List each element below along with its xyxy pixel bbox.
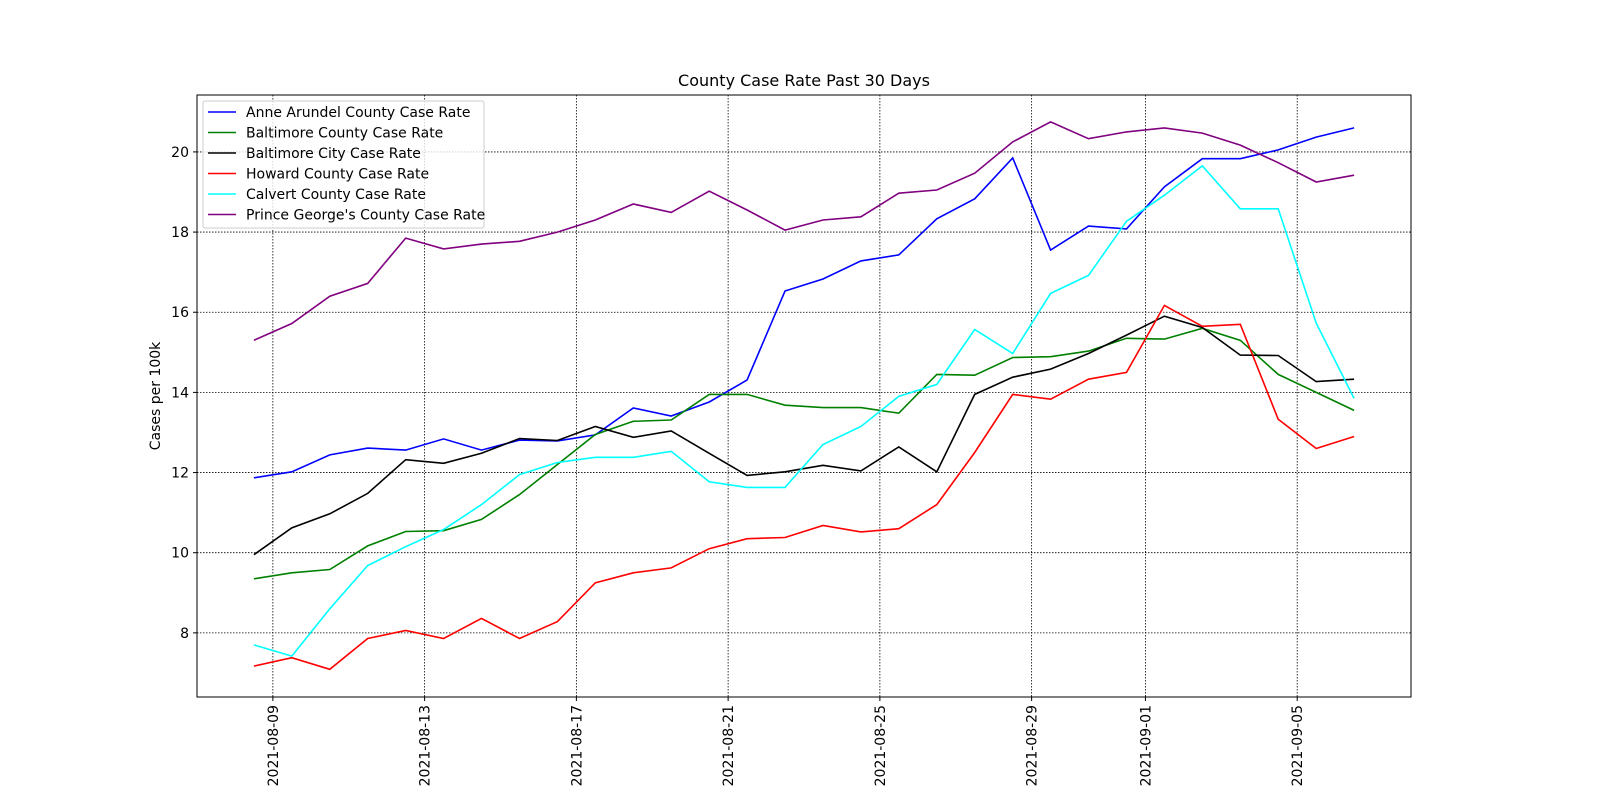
plot-frame: [196, 94, 1412, 698]
y-tick-label: 8: [180, 626, 189, 642]
legend-box: [202, 100, 485, 229]
x-tick-label: 2021-08-09: [266, 705, 282, 786]
x-tick-label: 2021-08-25: [873, 705, 889, 786]
legend-label: Calvert County Case Rate: [246, 187, 426, 203]
chart-title: County Case Rate Past 30 Days: [678, 71, 930, 90]
legend-label: Anne Arundel County Case Rate: [246, 105, 470, 121]
x-tick-label: 2021-08-21: [721, 705, 737, 786]
y-tick-label: 14: [171, 385, 189, 401]
series-line: [253, 304, 1355, 671]
x-tick-label: 2021-08-17: [569, 705, 585, 786]
series-line: [253, 315, 1355, 556]
legend-label: Baltimore City Case Rate: [246, 146, 421, 162]
x-tick-label: 2021-09-05: [1290, 705, 1306, 786]
series-line: [253, 327, 1355, 580]
legend-label: Baltimore County Case Rate: [246, 126, 443, 142]
series-line: [253, 127, 1355, 479]
y-tick-label: 10: [171, 546, 189, 562]
legend: Anne Arundel County Case Rate Baltimore C…: [202, 100, 485, 229]
legend-label: Howard County Case Rate: [246, 167, 429, 183]
x-tick-label: 2021-09-01: [1138, 705, 1154, 786]
x-tick-label: 2021-08-29: [1025, 705, 1041, 786]
y-tick-label: 12: [171, 466, 189, 482]
series-line: [253, 121, 1355, 342]
y-axis-label: Cases per 100k: [148, 341, 164, 450]
series-line: [253, 164, 1355, 658]
y-tick-label: 16: [171, 305, 189, 321]
y-tick-label: 18: [171, 225, 189, 241]
y-tick-label: 20: [171, 145, 189, 161]
x-tick-label: 2021-08-13: [418, 705, 434, 786]
legend-label: Prince George's County Case Rate: [246, 208, 485, 224]
